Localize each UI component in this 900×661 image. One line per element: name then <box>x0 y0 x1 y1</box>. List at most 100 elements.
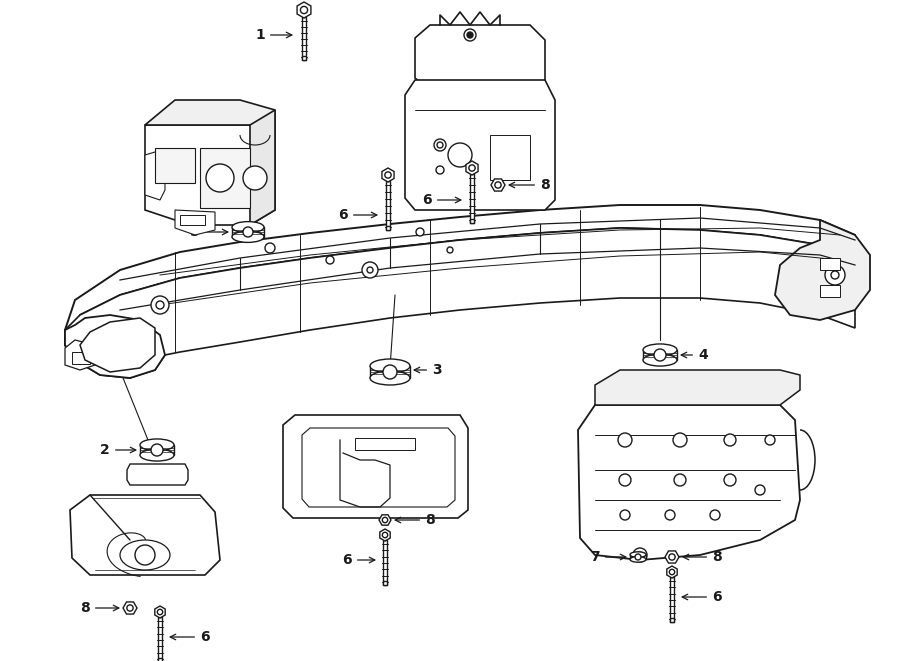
Circle shape <box>362 262 378 278</box>
Bar <box>355 438 415 450</box>
Bar <box>232 227 264 237</box>
Bar <box>383 541 387 585</box>
Polygon shape <box>775 220 870 320</box>
Circle shape <box>382 532 388 537</box>
Polygon shape <box>250 110 275 225</box>
Circle shape <box>156 301 164 309</box>
Circle shape <box>724 434 736 446</box>
Circle shape <box>437 142 443 148</box>
Text: 2: 2 <box>100 443 136 457</box>
Polygon shape <box>145 125 275 225</box>
Text: 6: 6 <box>422 193 461 207</box>
Text: 6: 6 <box>342 553 374 567</box>
Ellipse shape <box>370 359 410 373</box>
Circle shape <box>467 32 473 38</box>
Circle shape <box>637 552 643 558</box>
Bar <box>158 617 162 661</box>
Circle shape <box>674 474 686 486</box>
Circle shape <box>151 296 169 314</box>
Polygon shape <box>65 315 165 378</box>
Text: 1: 1 <box>256 28 292 42</box>
Circle shape <box>765 435 775 445</box>
Circle shape <box>129 334 141 346</box>
Polygon shape <box>65 205 855 345</box>
Bar <box>386 181 390 230</box>
Bar <box>302 17 306 60</box>
Circle shape <box>158 609 163 615</box>
Text: 8: 8 <box>395 513 435 527</box>
Polygon shape <box>415 25 545 90</box>
Circle shape <box>633 548 647 562</box>
Circle shape <box>620 510 630 520</box>
Circle shape <box>206 164 234 192</box>
Bar <box>302 56 306 60</box>
Circle shape <box>669 554 675 560</box>
Circle shape <box>434 139 446 151</box>
Circle shape <box>135 545 155 565</box>
Polygon shape <box>578 405 800 560</box>
Circle shape <box>301 7 308 14</box>
Polygon shape <box>123 602 137 614</box>
Text: 8: 8 <box>509 178 550 192</box>
Circle shape <box>367 267 373 273</box>
Polygon shape <box>466 161 478 175</box>
Bar <box>180 215 205 225</box>
Bar <box>140 445 174 455</box>
Circle shape <box>382 518 388 523</box>
Polygon shape <box>665 551 679 563</box>
Bar <box>470 175 473 223</box>
Circle shape <box>383 365 397 379</box>
Text: 6: 6 <box>682 590 722 604</box>
Text: 3: 3 <box>414 363 442 377</box>
Polygon shape <box>283 415 468 518</box>
Circle shape <box>619 474 631 486</box>
Polygon shape <box>175 210 215 235</box>
Circle shape <box>127 605 133 611</box>
Ellipse shape <box>140 439 174 451</box>
Bar <box>820 285 840 297</box>
Polygon shape <box>380 529 391 541</box>
Bar <box>670 618 674 622</box>
Polygon shape <box>595 370 800 405</box>
Bar <box>383 581 387 585</box>
Circle shape <box>665 510 675 520</box>
Circle shape <box>151 444 163 456</box>
Polygon shape <box>70 495 220 575</box>
Text: 6: 6 <box>338 208 377 222</box>
Circle shape <box>670 569 675 574</box>
Bar <box>470 219 473 223</box>
Ellipse shape <box>140 449 174 461</box>
Circle shape <box>464 29 476 41</box>
Bar <box>370 366 410 378</box>
Text: 8: 8 <box>80 601 119 615</box>
Circle shape <box>436 166 444 174</box>
Ellipse shape <box>370 371 410 385</box>
Ellipse shape <box>232 221 264 233</box>
Circle shape <box>447 247 453 253</box>
Text: 7: 7 <box>590 550 625 564</box>
Circle shape <box>635 554 641 560</box>
Bar <box>490 135 530 180</box>
Polygon shape <box>379 515 391 525</box>
Bar <box>155 148 195 183</box>
Polygon shape <box>145 100 275 140</box>
Ellipse shape <box>643 344 677 356</box>
Ellipse shape <box>120 540 170 570</box>
Bar <box>670 578 674 622</box>
Circle shape <box>710 510 720 520</box>
Text: 6: 6 <box>170 630 210 644</box>
Polygon shape <box>65 228 855 378</box>
Polygon shape <box>297 2 310 18</box>
Circle shape <box>416 228 424 236</box>
Polygon shape <box>145 152 165 200</box>
Circle shape <box>243 227 253 237</box>
Bar <box>820 258 840 270</box>
Polygon shape <box>65 340 95 370</box>
Polygon shape <box>127 464 188 485</box>
Bar <box>386 226 390 230</box>
Circle shape <box>673 433 687 447</box>
Polygon shape <box>667 566 677 578</box>
Circle shape <box>385 172 392 178</box>
Circle shape <box>265 243 275 253</box>
Circle shape <box>448 143 472 167</box>
